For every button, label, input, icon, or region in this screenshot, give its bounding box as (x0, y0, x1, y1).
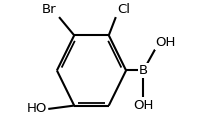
Text: B: B (139, 64, 148, 77)
Text: OH: OH (133, 99, 154, 112)
Text: Cl: Cl (117, 3, 130, 16)
Text: OH: OH (156, 36, 176, 49)
Text: HO: HO (26, 102, 47, 116)
Text: Br: Br (42, 3, 56, 16)
